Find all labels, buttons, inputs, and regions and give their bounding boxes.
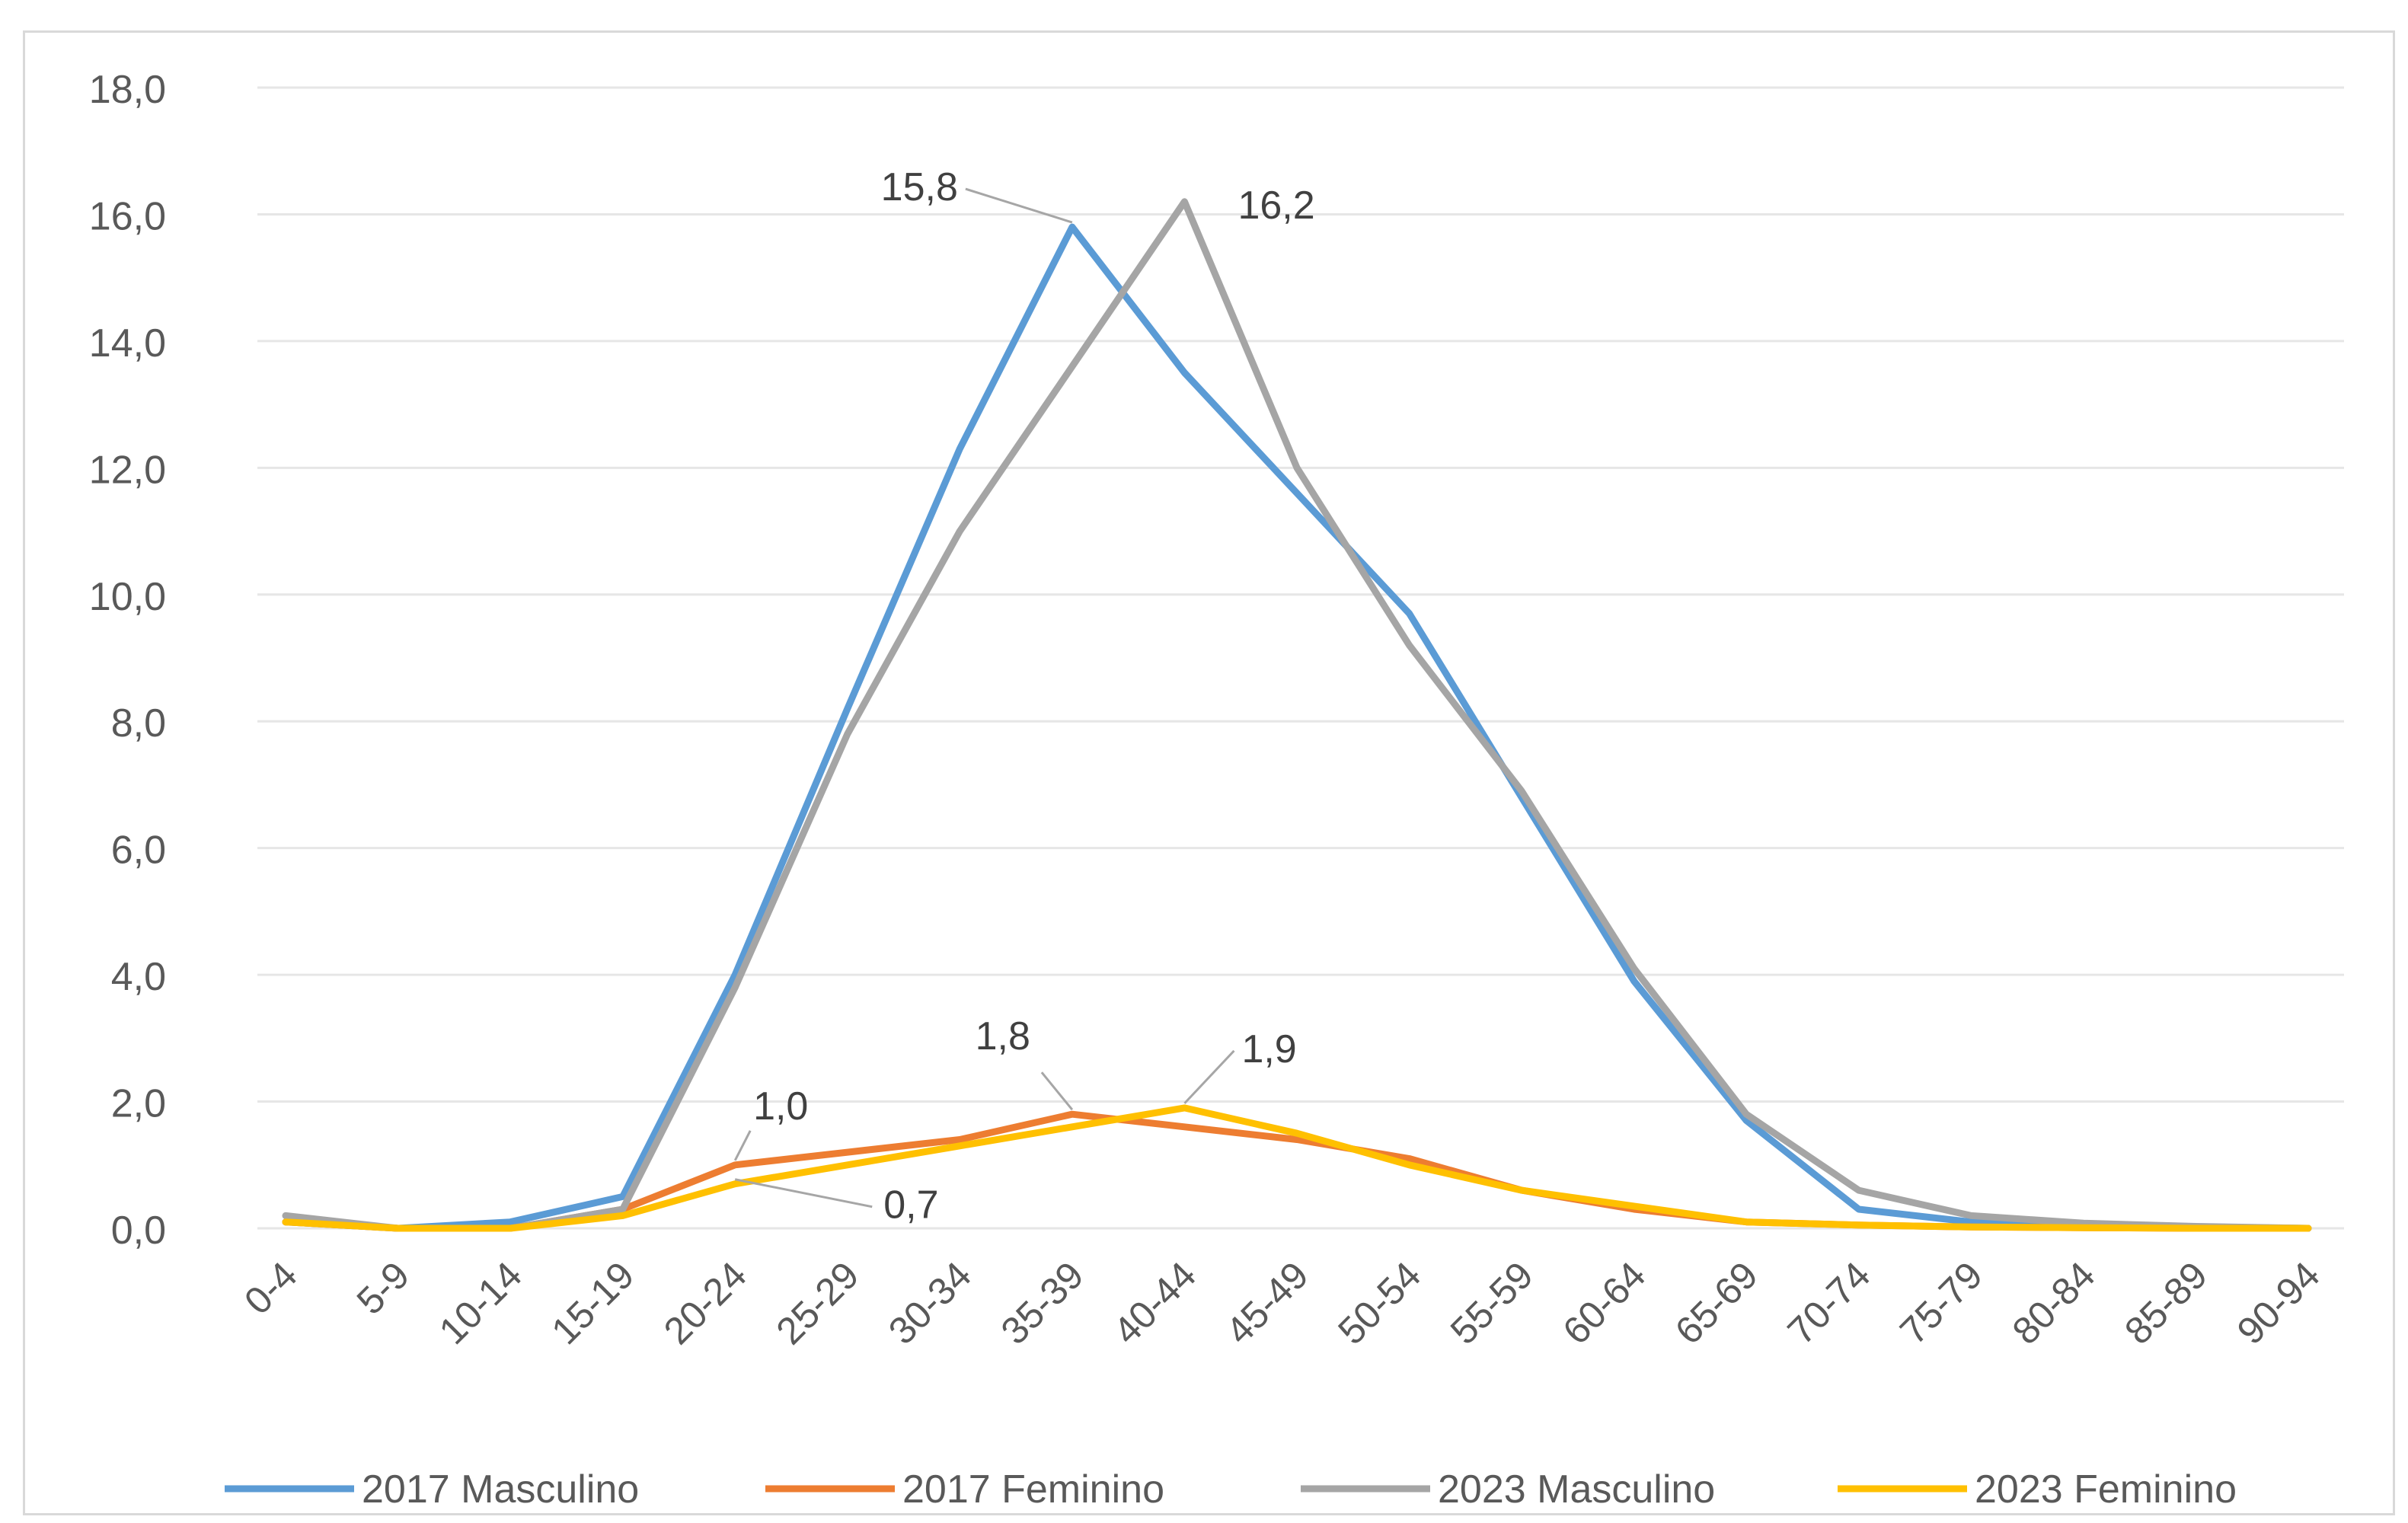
data-label: 0,7: [883, 1183, 938, 1228]
x-tick-label: 40-44: [1105, 1253, 1204, 1352]
data-label: 1,9: [1241, 1027, 1296, 1071]
series-line: [282, 198, 2312, 1232]
chart-frame: 0,0 2,0 4,0 6,0 8,0 10,0 12,0 14,0 16,0 18,0 0-4 5…: [23, 30, 2395, 1515]
y-tick-label: 14,0: [89, 321, 166, 366]
y-axis-ticks: 0,0 2,0 4,0 6,0 8,0 10,0 12,0 14,0 16,0 18,0: [89, 68, 166, 1253]
x-tick-label: 35-39: [993, 1253, 1092, 1352]
legend-label: 2017 Feminino: [902, 1467, 1164, 1512]
legend-label: 2023 Masculino: [1438, 1467, 1715, 1512]
x-tick-label: 45-49: [1218, 1253, 1317, 1352]
data-label: 1,0: [753, 1084, 808, 1129]
y-tick-label: 18,0: [89, 68, 166, 112]
data-label: 1,8: [976, 1014, 1030, 1058]
y-tick-label: 6,0: [111, 829, 166, 873]
x-axis-ticks: 0-4 5-9 10-14 15-19 20-24 25-29 30-34 35-39 40-4…: [236, 1253, 2328, 1352]
x-tick-label: 15-19: [543, 1253, 642, 1352]
annotation-leader: [1183, 1049, 1235, 1104]
annotation-leader: [965, 187, 1073, 224]
y-tick-label: 2,0: [111, 1082, 166, 1126]
legend: 2017 Masculino 2017 Feminino 2023 Masculin…: [225, 1467, 2237, 1512]
y-tick-label: 0,0: [111, 1209, 166, 1253]
series-line: [282, 223, 2312, 1232]
x-tick-label: 65-69: [1667, 1253, 1766, 1352]
legend-label: 2023 Feminino: [1975, 1467, 2237, 1512]
line-chart: 0,0 2,0 4,0 6,0 8,0 10,0 12,0 14,0 16,0 18,0 0-4 5…: [89, 68, 2344, 1512]
x-tick-label: 25-29: [768, 1253, 867, 1352]
x-tick-label: 10-14: [431, 1253, 530, 1352]
x-tick-label: 75-79: [1892, 1253, 1991, 1352]
annotation-leader: [1040, 1071, 1074, 1111]
y-tick-label: 4,0: [111, 955, 166, 999]
x-tick-label: 0-4: [236, 1253, 305, 1323]
x-tick-label: 50-54: [1330, 1253, 1429, 1352]
y-tick-label: 10,0: [89, 575, 166, 619]
y-tick-label: 8,0: [111, 701, 166, 746]
x-tick-label: 20-24: [656, 1253, 755, 1352]
x-tick-label: 70-74: [1780, 1253, 1879, 1352]
data-annotations: 15,8 16,2 1,8 1,9 1,0 0,7: [733, 165, 1315, 1228]
x-tick-label: 5-9: [349, 1253, 418, 1323]
series-line: [282, 1104, 2312, 1232]
y-tick-label: 12,0: [89, 448, 166, 492]
legend-label: 2017 Masculino: [362, 1467, 639, 1512]
y-tick-label: 16,0: [89, 194, 166, 238]
x-tick-label: 80-84: [2004, 1253, 2103, 1352]
x-tick-label: 30-34: [880, 1253, 979, 1352]
series-lines: [282, 198, 2312, 1232]
annotation-leader: [733, 1130, 752, 1161]
x-tick-label: 90-94: [2229, 1253, 2328, 1352]
x-tick-label: 60-64: [1554, 1253, 1653, 1352]
annotation-leader: [734, 1178, 873, 1209]
data-label: 16,2: [1238, 184, 1314, 228]
data-label: 15,8: [881, 165, 958, 209]
gridlines: [257, 86, 2344, 1230]
x-tick-label: 55-59: [1442, 1253, 1541, 1352]
x-tick-label: 85-89: [2116, 1253, 2215, 1352]
